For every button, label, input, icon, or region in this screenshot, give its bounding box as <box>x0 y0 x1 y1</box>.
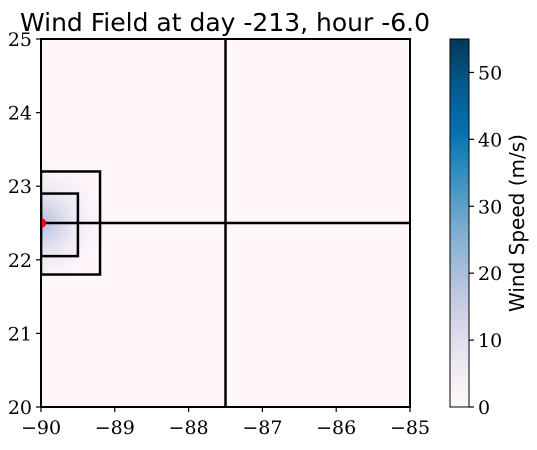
inner-box <box>41 192 80 258</box>
x-axis: −90 −89 −88 −87 −86 −85 <box>21 407 430 439</box>
storm-center-marker <box>41 218 46 228</box>
x-tick-label: −89 <box>95 417 135 439</box>
colorbar-label: Wind Speed (m/s) <box>505 134 529 312</box>
y-tick-label: 25 <box>8 29 32 51</box>
colorbar-axis: 0 10 20 30 40 50 <box>469 62 502 419</box>
y-tick-label: 23 <box>8 176 32 198</box>
colorbar-tick-label: 20 <box>478 263 502 285</box>
x-tick-label: −85 <box>390 417 430 439</box>
colorbar-tick-label: 40 <box>478 129 502 151</box>
y-tick-label: 22 <box>8 250 32 272</box>
colorbar-gradient <box>449 38 470 408</box>
outer-box <box>41 170 102 276</box>
colorbar-tick-label: 10 <box>478 330 502 352</box>
colorbar: 0 10 20 30 40 50 Wind Speed (m/s) <box>449 38 529 419</box>
x-tick-label: −88 <box>169 417 209 439</box>
colorbar-tick-label: 30 <box>478 196 502 218</box>
colorbar-tick-label: 50 <box>478 62 502 84</box>
x-tick-label: −86 <box>316 417 356 439</box>
x-tick-label: −90 <box>21 417 61 439</box>
plot-area: −90 −89 −88 −87 −86 −85 20 21 22 23 24 25 <box>8 29 430 439</box>
y-tick-label: 21 <box>8 323 32 345</box>
y-tick-label: 20 <box>8 397 32 419</box>
colorbar-tick-label: 0 <box>478 397 490 419</box>
plot-frame <box>40 38 411 408</box>
x-tick-label: −87 <box>242 417 282 439</box>
y-tick-label: 24 <box>8 103 32 125</box>
y-axis: 20 21 22 23 24 25 <box>8 29 41 419</box>
chart-title: Wind Field at day -213, hour -6.0 <box>20 8 430 37</box>
